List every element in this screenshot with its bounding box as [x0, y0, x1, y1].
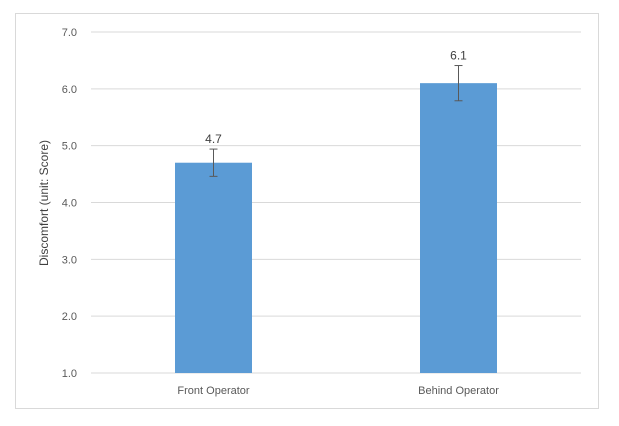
- bar: [420, 83, 497, 374]
- y-tick-labels: 1.0 2.0 3.0 4.0 5.0 6.0 7.0: [62, 27, 77, 380]
- y-tick-label: 1.0: [62, 368, 77, 380]
- error-bars: [209, 65, 463, 177]
- y-tick-label: 3.0: [62, 254, 77, 266]
- y-tick-label: 5.0: [62, 141, 77, 153]
- error-bar: [454, 65, 463, 102]
- bars: [175, 83, 497, 374]
- data-labels: 4.7 6.1: [205, 49, 467, 147]
- y-axis-title: Discomfort (unit: Score): [37, 140, 51, 266]
- data-label: 6.1: [450, 49, 467, 63]
- chart-frame: [15, 13, 599, 409]
- data-label: 4.7: [205, 132, 222, 146]
- y-tick-label: 6.0: [62, 84, 77, 96]
- y-tick-label: 7.0: [62, 27, 77, 39]
- x-tick-label: Behind Operator: [418, 385, 499, 397]
- x-tick-label: Front Operator: [177, 385, 249, 397]
- error-bar: [209, 148, 218, 177]
- bar: [175, 162, 252, 373]
- y-tick-label: 2.0: [62, 311, 77, 323]
- grid-lines: [91, 31, 581, 374]
- y-tick-label: 4.0: [62, 198, 77, 210]
- x-tick-labels: Front Operator Behind Operator: [177, 385, 499, 397]
